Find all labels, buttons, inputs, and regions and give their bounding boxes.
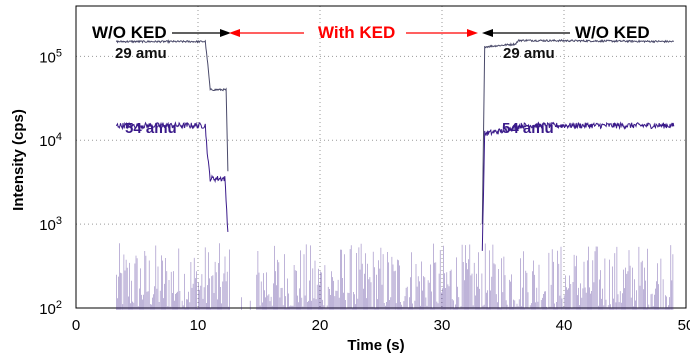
- y-tick-label: 103: [39, 215, 62, 234]
- series-group: [115, 38, 675, 310]
- x-tick-label: 20: [312, 317, 329, 334]
- y-axis-title: Intensity (cps): [10, 109, 27, 211]
- x-tick-label: 30: [434, 317, 451, 334]
- series-54-amu-line: [115, 121, 229, 232]
- x-tick-label: 40: [556, 317, 573, 334]
- series-noise-line: [116, 243, 674, 310]
- annotation-arrowhead-red-left: [229, 29, 240, 37]
- y-tick-label: 104: [39, 131, 62, 150]
- annotation-right-mode: W/O KED: [575, 23, 650, 42]
- annotation-arrowhead-red-right: [467, 29, 478, 37]
- annotation-arrowhead-left-black: [220, 29, 231, 37]
- annotation-middle-mode: With KED: [318, 23, 395, 42]
- series-29-amu-line: [481, 38, 675, 225]
- y-tick-labels: 102 103 104 105: [39, 47, 62, 318]
- series-label-29-left: 29 amu: [115, 45, 167, 62]
- x-tick-label: 0: [72, 317, 80, 334]
- series-29-amu-line: [115, 39, 229, 172]
- series-54-amu-line: [481, 121, 675, 251]
- y-tick-label: 105: [39, 47, 62, 66]
- annotation-arrowhead-right-black: [482, 29, 493, 37]
- x-tick-label: 50: [678, 317, 690, 334]
- annotation-left-mode: W/O KED: [92, 23, 167, 42]
- x-tick-labels: 0 10 20 30 40 50: [72, 317, 690, 334]
- x-tick-label: 10: [190, 317, 207, 334]
- series-label-54-left: 54 amu: [125, 120, 177, 137]
- series-label-29-right: 29 amu: [503, 45, 555, 62]
- grid: [76, 6, 686, 308]
- y-tick-label: 102: [39, 299, 62, 318]
- x-axis-title: Time (s): [347, 337, 404, 354]
- series-label-54-right: 54 amu: [502, 120, 554, 137]
